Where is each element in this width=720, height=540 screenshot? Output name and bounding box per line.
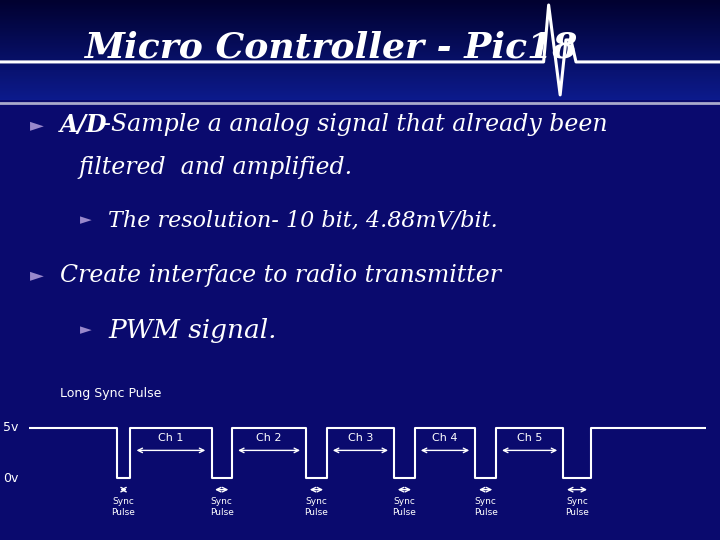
Text: Sync
Pulse: Sync Pulse [565, 497, 589, 517]
Text: Sync
Pulse: Sync Pulse [474, 497, 498, 517]
Text: Sync
Pulse: Sync Pulse [305, 497, 328, 517]
Text: A/D: A/D [60, 113, 107, 137]
Text: -Sample a analog signal that already been: -Sample a analog signal that already bee… [103, 113, 608, 137]
Text: Ch 1: Ch 1 [158, 433, 184, 443]
Text: Ch 5: Ch 5 [517, 433, 542, 443]
Text: Long Sync Pulse: Long Sync Pulse [60, 387, 161, 400]
Text: 5v: 5v [4, 421, 19, 434]
Text: Create interface to radio transmitter: Create interface to radio transmitter [60, 264, 501, 287]
Text: 0v: 0v [4, 472, 19, 485]
Text: ►: ► [30, 116, 44, 134]
Text: The resolution- 10 bit, 4.88mV/bit.: The resolution- 10 bit, 4.88mV/bit. [108, 209, 498, 231]
Text: Sync
Pulse: Sync Pulse [392, 497, 416, 517]
Text: Ch 4: Ch 4 [432, 433, 458, 443]
Text: Ch 3: Ch 3 [348, 433, 373, 443]
Text: ►: ► [80, 213, 91, 227]
Text: Ch 2: Ch 2 [256, 433, 282, 443]
Text: Micro Controller - Pic18: Micro Controller - Pic18 [84, 31, 578, 65]
Text: filtered  and amplified.: filtered and amplified. [78, 156, 352, 179]
Text: ►: ► [30, 266, 44, 284]
Text: PWM signal.: PWM signal. [108, 318, 276, 343]
Text: Sync
Pulse: Sync Pulse [112, 497, 135, 517]
Text: ►: ► [80, 323, 91, 338]
Text: Sync
Pulse: Sync Pulse [210, 497, 233, 517]
